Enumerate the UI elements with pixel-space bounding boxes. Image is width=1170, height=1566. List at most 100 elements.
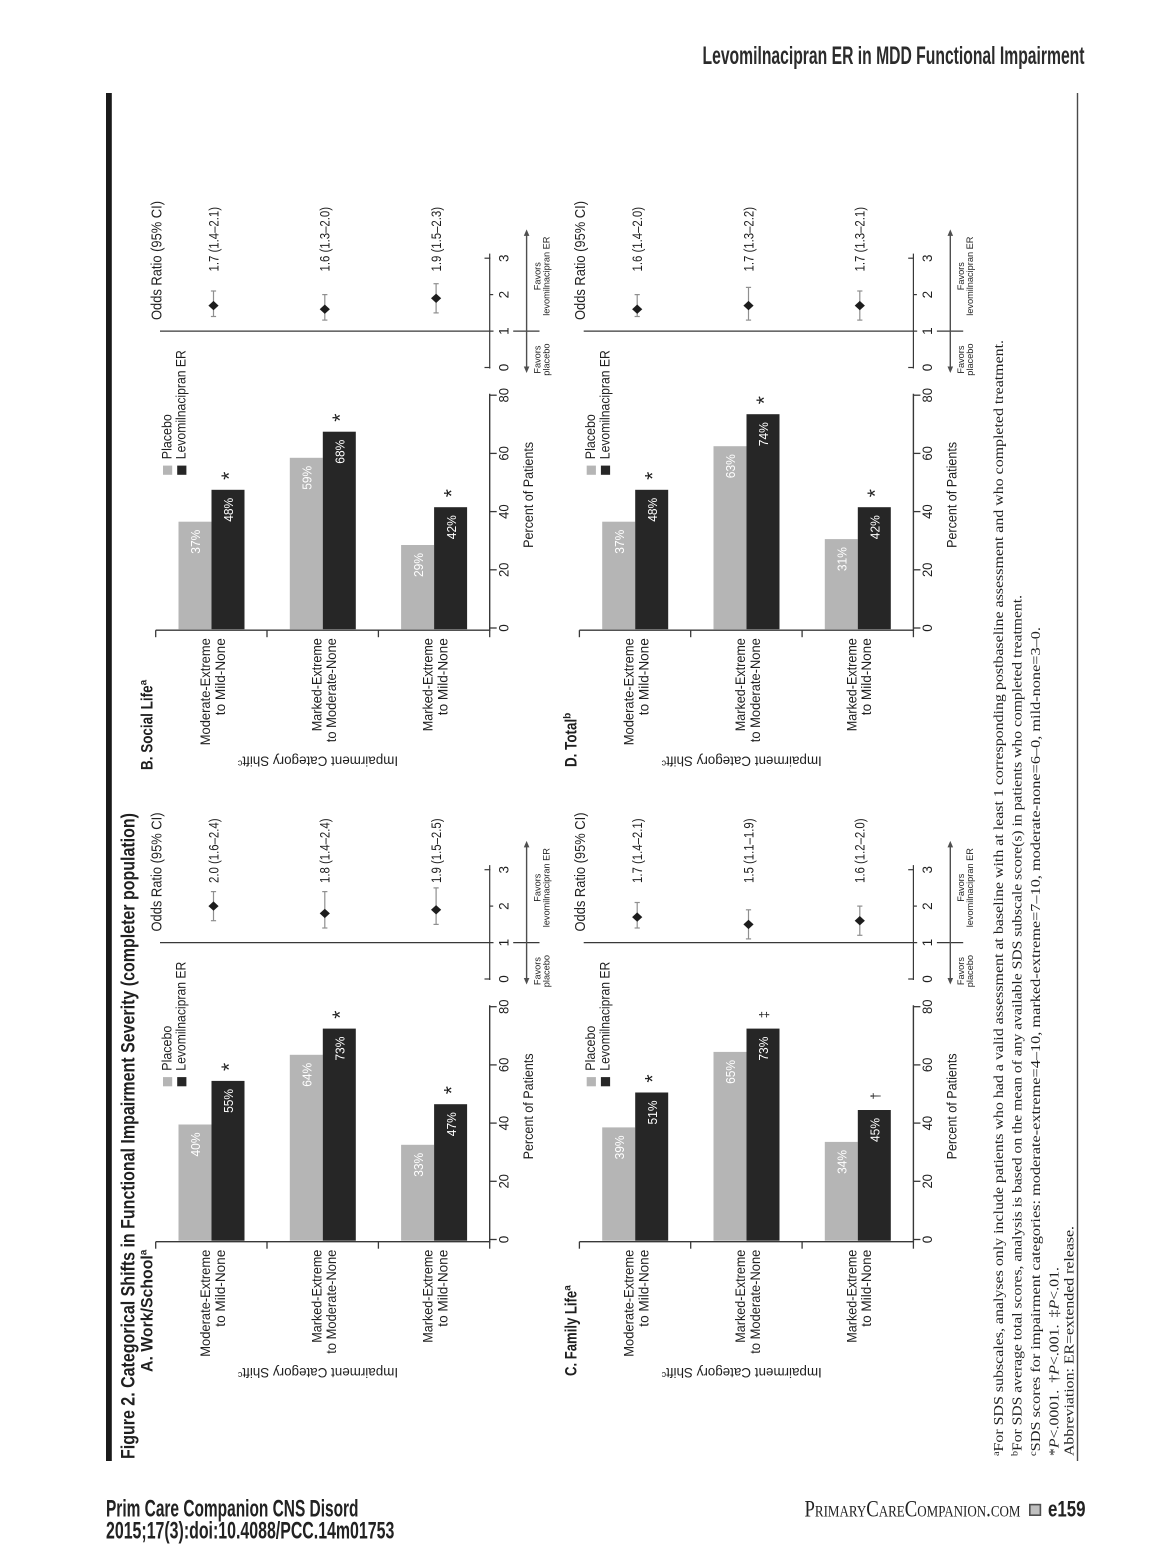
svg-text:1: 1 [496, 939, 511, 947]
svg-text:Placebo: Placebo [160, 414, 175, 459]
svg-text:bFor SDS average total scores,: bFor SDS average total scores, analysis … [1010, 595, 1026, 1456]
svg-text:73%: 73% [756, 1036, 771, 1060]
svg-text:*: * [642, 1074, 665, 1082]
svg-text:42%: 42% [868, 515, 883, 539]
svg-text:1: 1 [920, 327, 935, 335]
svg-text:2: 2 [496, 902, 511, 910]
svg-text:29%: 29% [411, 553, 426, 577]
svg-text:*: * [218, 1063, 241, 1071]
svg-text:1.7 (1.4–2.1): 1.7 (1.4–2.1) [629, 819, 645, 884]
svg-text:*: * [440, 1086, 463, 1094]
svg-text:60: 60 [496, 446, 511, 461]
svg-text:Impairment Category Shiftc: Impairment Category Shiftc [661, 754, 822, 770]
svg-text:Favors: Favors [532, 957, 542, 985]
svg-text:Levomilnacipran ER in MDD Func: Levomilnacipran ER in MDD Functional Imp… [703, 42, 1085, 70]
svg-text:C. Family Lifea: C. Family Lifea [561, 1285, 580, 1376]
svg-text:80: 80 [496, 999, 511, 1014]
svg-text:42%: 42% [444, 515, 459, 539]
svg-text:Abbreviation: ER=extended rele: Abbreviation: ER=extended release. [1063, 1226, 1078, 1456]
svg-text:59%: 59% [300, 465, 315, 489]
svg-text:0: 0 [920, 364, 935, 372]
svg-text:37%: 37% [612, 529, 627, 553]
svg-text:3: 3 [496, 254, 511, 262]
svg-text:†: † [868, 1092, 883, 1099]
svg-text:Marked-Extreme: Marked-Extreme [843, 638, 859, 731]
svg-text:Marked-Extreme: Marked-Extreme [843, 1250, 859, 1343]
svg-text:Moderate-Extreme: Moderate-Extreme [197, 1250, 213, 1357]
svg-text:levomilnacipran ER: levomilnacipran ER [541, 236, 551, 316]
svg-text:1.9 (1.5–2.3): 1.9 (1.5–2.3) [428, 207, 444, 272]
svg-text:Odds Ratio (95% CI): Odds Ratio (95% CI) [150, 813, 166, 932]
svg-text:39%: 39% [612, 1135, 627, 1159]
svg-text:levomilnacipran ER: levomilnacipran ER [541, 848, 551, 928]
svg-text:3: 3 [920, 254, 935, 262]
svg-text:60: 60 [920, 1058, 935, 1073]
svg-text:Favors: Favors [956, 957, 966, 985]
svg-text:*P<.0001. †P<.001. ‡P<.01.: *P<.0001. †P<.001. ‡P<.01. [1048, 1267, 1063, 1456]
svg-text:to Mild-None: to Mild-None [434, 1250, 450, 1327]
svg-text:Marked-Extreme: Marked-Extreme [420, 638, 436, 731]
svg-text:Impairment Category Shiftc: Impairment Category Shiftc [661, 1365, 822, 1381]
svg-text:Marked-Extreme: Marked-Extreme [732, 1250, 748, 1343]
svg-text:placebo: placebo [965, 955, 975, 987]
svg-text:Favors: Favors [956, 873, 966, 901]
svg-text:*: * [218, 472, 241, 480]
svg-text:Levomilnacipran ER: Levomilnacipran ER [597, 350, 612, 459]
svg-text:to Mild-None: to Mild-None [212, 1250, 228, 1327]
svg-text:80: 80 [920, 388, 935, 403]
svg-text:34%: 34% [835, 1150, 850, 1174]
svg-text:Prim Care Companion CNS Disord: Prim Care Companion CNS Disord [106, 1496, 359, 1523]
svg-text:to Moderate-None: to Moderate-None [323, 638, 339, 742]
svg-text:1.5 (1.1–1.9): 1.5 (1.1–1.9) [740, 819, 756, 884]
svg-text:Impairment Category Shiftc: Impairment Category Shiftc [237, 754, 398, 770]
svg-text:40: 40 [920, 1116, 935, 1131]
svg-text:31%: 31% [835, 547, 850, 571]
svg-text:levomilnacipran ER: levomilnacipran ER [965, 236, 975, 316]
svg-text:47%: 47% [444, 1112, 459, 1136]
svg-text:1: 1 [496, 327, 511, 335]
svg-text:Favors: Favors [956, 345, 966, 373]
svg-text:Odds Ratio (95% CI): Odds Ratio (95% CI) [573, 813, 589, 932]
svg-text:1.6 (1.4–2.0): 1.6 (1.4–2.0) [629, 207, 645, 272]
svg-text:Moderate-Extreme: Moderate-Extreme [621, 638, 637, 745]
svg-text:B. Social Lifea: B. Social Lifea [138, 679, 157, 770]
svg-text:20: 20 [920, 563, 935, 578]
svg-text:Levomilnacipran ER: Levomilnacipran ER [174, 350, 189, 459]
svg-text:Marked-Extreme: Marked-Extreme [308, 638, 324, 731]
svg-text:Moderate-Extreme: Moderate-Extreme [197, 638, 213, 745]
svg-text:Favors: Favors [532, 262, 542, 290]
svg-text:PrimaryCareCompanion.com: PrimaryCareCompanion.com [805, 1497, 1021, 1522]
svg-text:80: 80 [920, 999, 935, 1014]
svg-text:3: 3 [920, 866, 935, 874]
svg-text:aFor SDS subscales, analyses o: aFor SDS subscales, analyses only includ… [991, 340, 1007, 1456]
svg-text:40: 40 [496, 504, 511, 519]
svg-text:63%: 63% [723, 454, 738, 478]
svg-text:2: 2 [920, 291, 935, 299]
svg-text:Placebo: Placebo [583, 1026, 598, 1071]
svg-text:Percent of Patients: Percent of Patients [945, 1053, 960, 1159]
svg-text:1.7 (1.3–2.1): 1.7 (1.3–2.1) [852, 207, 868, 272]
svg-text:Placebo: Placebo [160, 1026, 175, 1071]
svg-text:0: 0 [920, 975, 935, 983]
svg-text:0: 0 [496, 364, 511, 372]
svg-text:3: 3 [496, 866, 511, 874]
svg-text:Moderate-Extreme: Moderate-Extreme [621, 1250, 637, 1357]
svg-text:64%: 64% [300, 1062, 315, 1086]
svg-text:cSDS scores for impairment cat: cSDS scores for impairment categories: m… [1028, 627, 1044, 1456]
svg-text:73%: 73% [333, 1036, 348, 1060]
svg-text:40: 40 [496, 1116, 511, 1131]
svg-text:placebo: placebo [965, 344, 975, 376]
svg-text:to Moderate-None: to Moderate-None [747, 1250, 763, 1354]
svg-text:*: * [753, 396, 776, 404]
svg-text:A. Work/Schoola: A. Work/Schoola [138, 1249, 157, 1372]
svg-text:48%: 48% [645, 497, 660, 521]
svg-text:Marked-Extreme: Marked-Extreme [308, 1250, 324, 1343]
svg-text:to Mild-None: to Mild-None [858, 1250, 874, 1327]
svg-text:0: 0 [496, 975, 511, 983]
svg-text:0: 0 [496, 1236, 511, 1244]
svg-text:51%: 51% [645, 1100, 660, 1124]
svg-text:55%: 55% [221, 1089, 236, 1113]
svg-text:1.9 (1.5–2.5): 1.9 (1.5–2.5) [428, 819, 444, 884]
svg-text:Figure 2. Categorical Shifts i: Figure 2. Categorical Shifts in Function… [119, 813, 140, 1459]
svg-text:*: * [440, 489, 463, 497]
